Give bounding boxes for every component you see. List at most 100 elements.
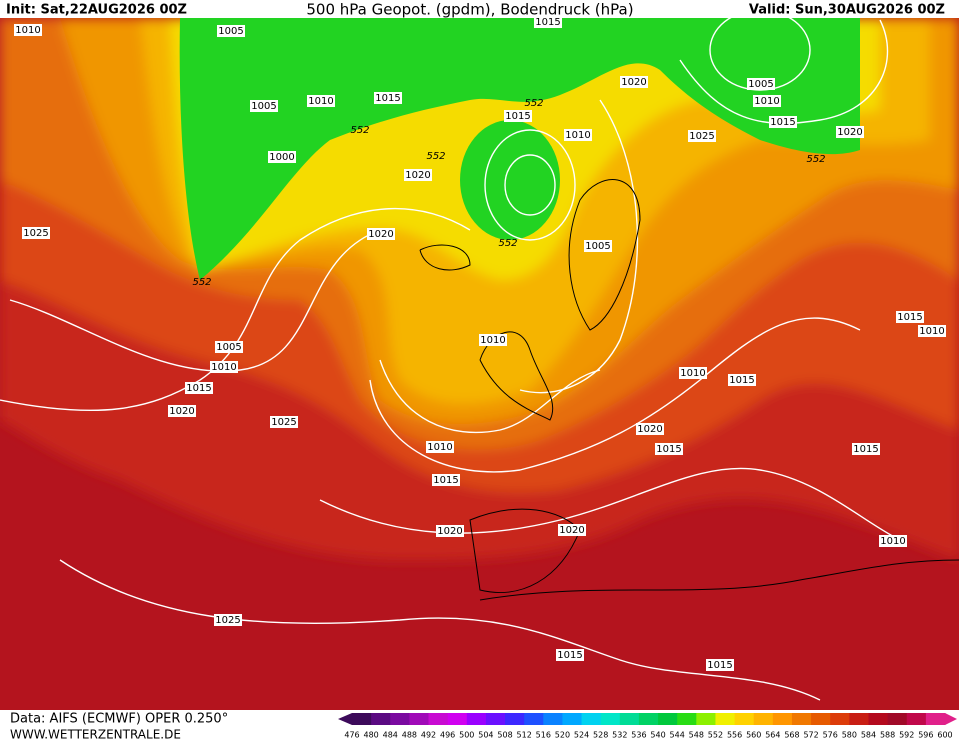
label-box — [706, 659, 734, 671]
cbar-label: 584 — [861, 731, 876, 740]
label-box — [14, 24, 42, 36]
label-box — [584, 240, 612, 252]
isobar — [9, 229, 381, 372]
isobar-label: 1000 — [269, 152, 294, 163]
label-box — [210, 361, 238, 373]
cbar-label: 488 — [402, 731, 417, 740]
coastline — [419, 244, 471, 271]
cbar-swatch — [868, 713, 889, 725]
label-box — [436, 525, 464, 537]
cbar-swatch — [696, 713, 716, 725]
cbar-swatch — [677, 713, 697, 725]
cbar-label: 512 — [517, 731, 532, 740]
label-box — [479, 334, 507, 346]
title: 500 hPa Geopot. (gpdm), Bodendruck (hPa) — [306, 1, 633, 19]
cbar-label: 504 — [478, 731, 493, 740]
isobar-label: 1015 — [433, 475, 458, 486]
isobar-label: 1010 — [919, 326, 944, 337]
label-box — [747, 78, 775, 90]
isobar-label: 1010 — [754, 96, 779, 107]
label-box — [307, 95, 335, 107]
isobar-label: 1010 — [15, 25, 40, 36]
isobar-label: 1010 — [427, 442, 452, 453]
cbar-label: 524 — [574, 731, 589, 740]
label-box — [185, 382, 213, 394]
label-box — [215, 341, 243, 353]
cbar-swatch — [772, 713, 793, 725]
cbar-arrow — [338, 713, 352, 725]
low — [460, 120, 560, 240]
isobar-label: 1020 — [169, 406, 194, 417]
isobar-label: 1015 — [897, 312, 922, 323]
isobar-label: 1010 — [680, 368, 705, 379]
isobar — [0, 208, 471, 412]
cbar-swatch — [390, 713, 410, 725]
cbar-swatch — [715, 713, 736, 725]
isobar-label: 1005 — [251, 101, 276, 112]
isobar-label: 1020 — [368, 229, 393, 240]
isobar-label: 1010 — [565, 130, 590, 141]
isobar-label: 1015 — [707, 660, 732, 671]
label-box — [268, 151, 296, 163]
label-box — [879, 535, 907, 547]
label-box — [432, 474, 460, 486]
isobar-label: 1005 — [218, 26, 243, 37]
cbar-label: 572 — [803, 731, 818, 740]
trough — [179, 18, 860, 280]
isobar-label: 552 — [498, 238, 517, 249]
isobar-label: 552 — [350, 125, 369, 136]
label-box — [250, 100, 278, 112]
valid: Valid: Sun,30AUG2026 00Z — [749, 3, 945, 18]
cbar-label: 580 — [842, 731, 857, 740]
cbar-swatch — [734, 713, 755, 725]
cbar-label: 496 — [440, 731, 455, 740]
cbar-label: 536 — [631, 731, 646, 740]
isobar-label: 1020 — [405, 170, 430, 181]
isobar — [504, 154, 556, 216]
isobar — [679, 19, 889, 125]
cbar-swatch — [447, 713, 468, 725]
cbar-label: 556 — [727, 731, 742, 740]
label-box — [728, 374, 756, 386]
cbar-swatch — [638, 713, 659, 725]
label-box — [620, 76, 648, 88]
isobar-label: 1025 — [689, 131, 714, 142]
label-box — [217, 25, 245, 37]
label-box — [367, 228, 395, 240]
cbar-swatch — [906, 713, 927, 725]
cbar-swatch — [524, 713, 544, 725]
cbar-swatch — [485, 713, 506, 725]
isobar-label: 1020 — [621, 77, 646, 88]
label-box — [168, 405, 196, 417]
isobar — [379, 359, 601, 434]
isobar-label: 1025 — [271, 417, 296, 428]
isobar-label: 552 — [192, 277, 211, 288]
cbar-swatch — [581, 713, 602, 725]
cbar-label: 516 — [536, 731, 551, 740]
field — [0, 9, 959, 710]
cbar-swatch — [887, 713, 908, 725]
isobar-label: 1015 — [729, 375, 754, 386]
cbar-swatch — [849, 713, 869, 725]
isobar-label: 1025 — [215, 615, 240, 626]
isobar-label: 1020 — [637, 424, 662, 435]
label-box — [655, 443, 683, 455]
cbar-label: 532 — [612, 731, 627, 740]
init: Init: Sat,22AUG2026 00Z — [6, 3, 187, 18]
cbar-swatch — [505, 713, 525, 725]
isobar — [59, 559, 821, 701]
cbar-swatch — [371, 713, 391, 725]
cbar-swatch — [428, 713, 449, 725]
cbar-label: 544 — [670, 731, 685, 740]
cbar-label: 508 — [497, 731, 512, 740]
cbar-swatch — [543, 713, 563, 725]
isobar-label: 1010 — [480, 335, 505, 346]
isobar-label: 1005 — [748, 79, 773, 90]
label-box — [374, 92, 402, 104]
cbar-label: 492 — [421, 731, 436, 740]
cbar-swatch — [619, 713, 640, 725]
cbar-swatch — [753, 713, 774, 725]
isobar — [519, 99, 639, 394]
coastline — [479, 331, 554, 421]
cbar-label: 564 — [765, 731, 780, 740]
